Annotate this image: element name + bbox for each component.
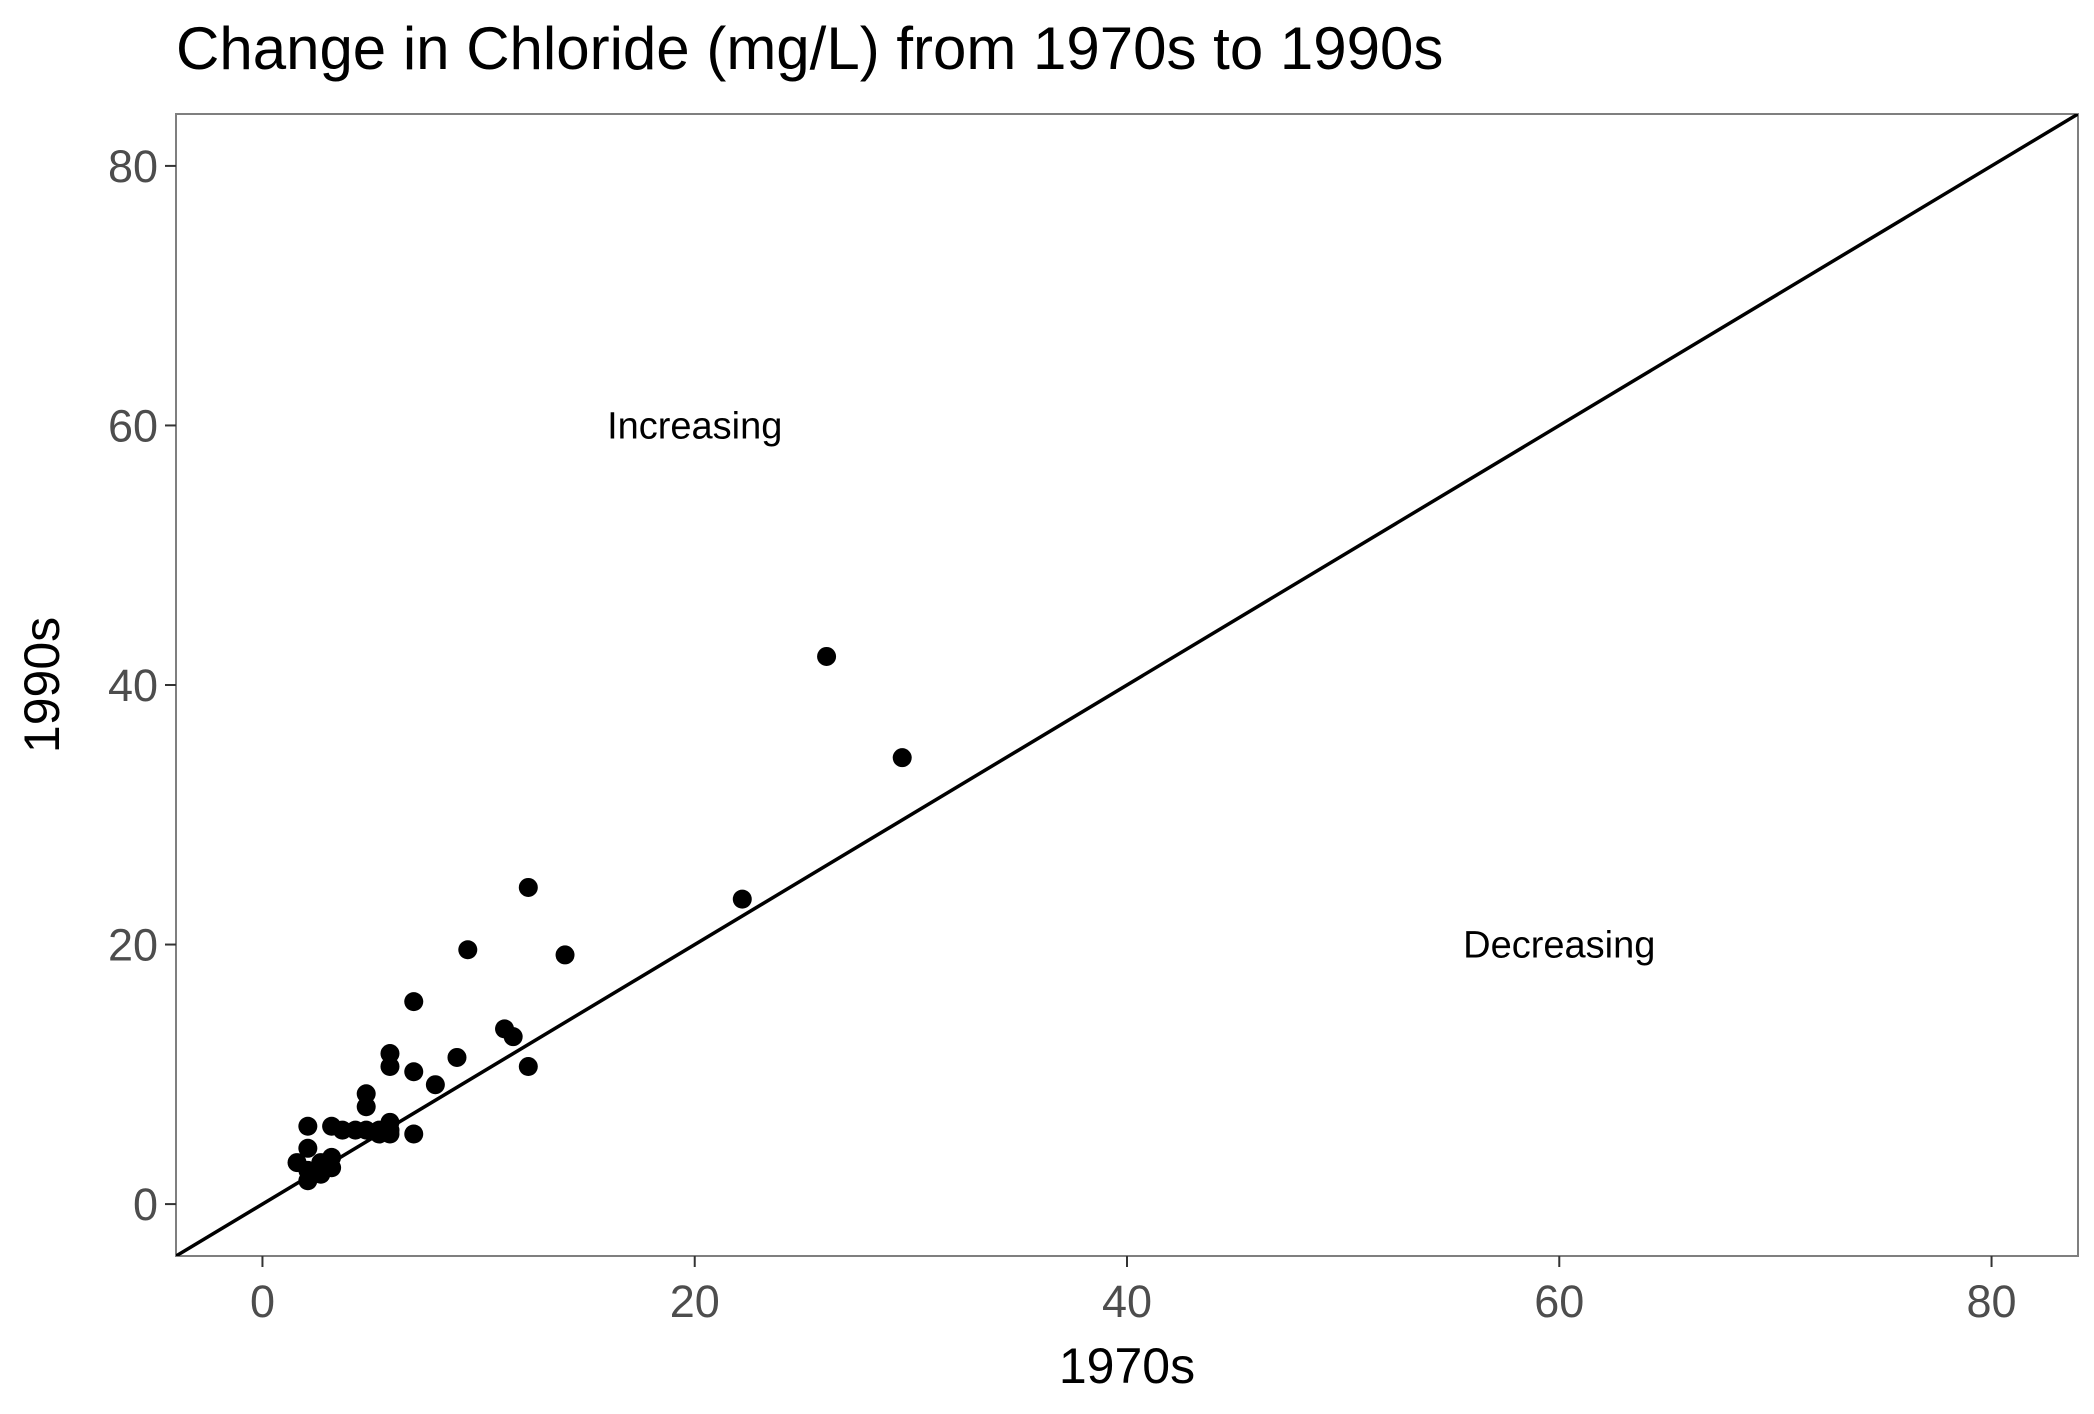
x-axis-title: 1970s: [1059, 1338, 1195, 1394]
data-point: [298, 1138, 318, 1158]
y-axis: 0 20 40 60 80: [108, 141, 176, 1230]
data-point: [503, 1027, 523, 1047]
data-point: [817, 646, 837, 666]
data-point: [380, 1044, 400, 1064]
chart-title: Change in Chloride (mg/L) from 1970s to …: [176, 15, 1444, 82]
data-point: [518, 1057, 538, 1077]
data-point: [356, 1084, 376, 1104]
reference-line-group: [176, 114, 2078, 1256]
data-point: [447, 1047, 467, 1067]
y-tick-label: 60: [108, 400, 158, 451]
x-tick-label: 20: [670, 1276, 720, 1327]
y-tick-label: 40: [108, 660, 158, 711]
y-tick-label: 0: [133, 1179, 158, 1230]
x-tick-label: 0: [250, 1276, 275, 1327]
x-tick-label: 60: [1534, 1276, 1584, 1327]
x-tick-label: 80: [1967, 1276, 2017, 1327]
x-axis: 0 20 40 60 80: [250, 1256, 2017, 1327]
y-axis-title: 1990s: [14, 617, 70, 753]
data-point: [404, 992, 424, 1012]
points-group: [287, 646, 912, 1191]
y-tick-label: 20: [108, 920, 158, 971]
data-point: [356, 1097, 376, 1117]
data-point: [892, 748, 912, 768]
data-point: [380, 1057, 400, 1077]
data-point: [518, 877, 538, 897]
x-tick-label: 40: [1102, 1276, 1152, 1327]
data-point: [298, 1116, 318, 1136]
data-point: [425, 1075, 445, 1095]
identity-reference-line: [176, 114, 2078, 1256]
region-annotation: Increasing: [607, 405, 782, 447]
data-point: [380, 1124, 400, 1144]
data-point: [404, 1124, 424, 1144]
region-annotation: Decreasing: [1463, 925, 1655, 967]
data-point: [458, 940, 478, 960]
data-point: [732, 889, 752, 909]
data-point: [555, 945, 575, 965]
annotations-group: Increasing Decreasing: [607, 405, 1655, 966]
data-point: [298, 1171, 318, 1191]
data-point: [404, 1062, 424, 1082]
y-tick-label: 80: [108, 141, 158, 192]
